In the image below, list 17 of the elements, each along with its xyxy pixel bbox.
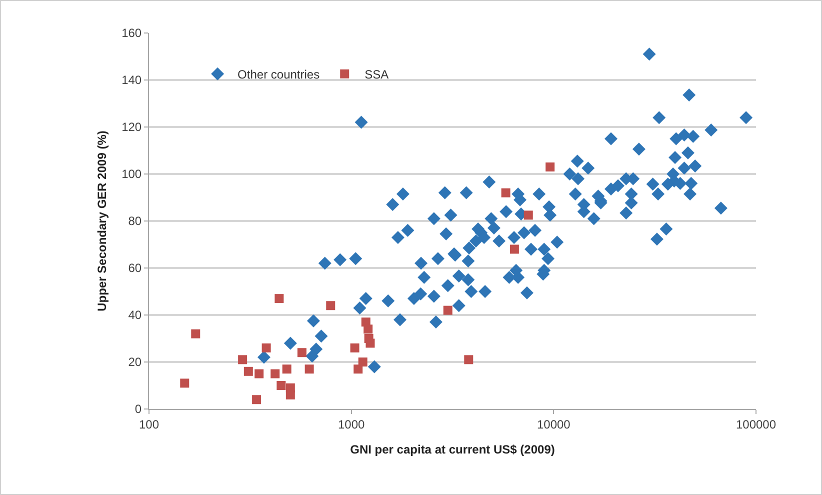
y-tick-label: 120 <box>122 120 142 134</box>
y-tick-label: 40 <box>128 308 142 322</box>
legend-label: SSA <box>364 68 389 82</box>
y-tick-label: 80 <box>128 214 142 228</box>
x-axis-title: GNI per capita at current US$ (2009) <box>350 442 555 456</box>
y-tick-label: 0 <box>134 402 142 416</box>
y-axis-title: Upper Secondary GER 2009 (%) <box>94 130 109 312</box>
y-tick-label: 60 <box>128 261 142 276</box>
x-tick-label: 100000 <box>736 417 776 432</box>
x-tick-label: 10000 <box>536 417 571 432</box>
legend-label: Other countries <box>238 68 320 82</box>
x-tick-label: 100 <box>138 417 160 432</box>
y-tick-label: 100 <box>122 167 142 182</box>
y-tick-label: 140 <box>122 73 142 88</box>
y-tick-label: 20 <box>128 355 142 370</box>
y-tick-label: 160 <box>122 26 142 40</box>
x-tick-label: 1000 <box>338 417 365 432</box>
